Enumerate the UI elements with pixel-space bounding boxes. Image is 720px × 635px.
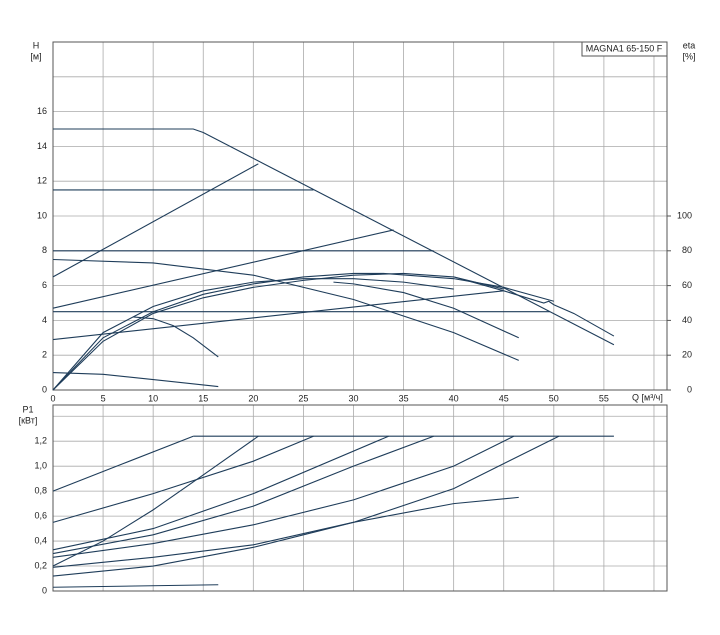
- y-label: P1: [22, 404, 33, 414]
- y-tick-label: 16: [37, 106, 47, 116]
- y-tick-label: 0,4: [34, 535, 47, 545]
- curve: [52, 435, 259, 567]
- curve: [52, 372, 219, 388]
- x-tick-label: 35: [399, 393, 409, 403]
- x-label: Q [м³/ч]: [632, 392, 663, 402]
- y-tick-label: 0: [42, 384, 47, 394]
- curve: [52, 163, 259, 278]
- y2-label: eta: [683, 40, 696, 50]
- y2-tick-label: 40: [682, 315, 692, 325]
- y-tick-label: 10: [37, 210, 47, 220]
- y2-tick-label: 100: [677, 210, 692, 220]
- x-tick-label: 50: [549, 393, 559, 403]
- curve: [52, 435, 434, 555]
- curve: [52, 272, 504, 391]
- y-tick-label: 12: [37, 176, 47, 186]
- curve: [52, 435, 560, 568]
- y-tick-label: 0,8: [34, 486, 47, 496]
- curve: [52, 229, 394, 309]
- y-label: H: [33, 40, 40, 50]
- curve: [53, 128, 615, 346]
- curve: [333, 281, 519, 339]
- x-tick-label: 45: [499, 393, 509, 403]
- y-tick-label: 6: [42, 280, 47, 290]
- x-tick-label: 25: [298, 393, 308, 403]
- curve: [52, 435, 194, 492]
- curve: [52, 278, 454, 391]
- y2-tick-label: 0: [687, 384, 692, 394]
- x-tick-label: 15: [198, 393, 208, 403]
- x-tick-label: 30: [348, 393, 358, 403]
- curve: [133, 316, 219, 358]
- x-tick-label: 20: [248, 393, 258, 403]
- curve: [52, 272, 554, 391]
- curve: [52, 435, 389, 551]
- x-tick-label: 10: [148, 393, 158, 403]
- y-unit: [м]: [30, 51, 41, 61]
- y-tick-label: 0,2: [34, 560, 47, 570]
- curve: [52, 496, 519, 577]
- y-tick-label: 4: [42, 315, 47, 325]
- y-tick-label: 0,6: [34, 510, 47, 520]
- x-tick-label: 40: [449, 393, 459, 403]
- y2-tick-label: 80: [682, 245, 692, 255]
- curve: [52, 435, 314, 523]
- y2-unit: [%]: [682, 51, 695, 61]
- y-tick-label: 14: [37, 141, 47, 151]
- curve: [52, 584, 219, 588]
- x-tick-label: 55: [599, 393, 609, 403]
- x-tick-label: 0: [50, 393, 55, 403]
- curve: [52, 435, 514, 558]
- y-tick-label: 1,0: [34, 461, 47, 471]
- y-tick-label: 8: [42, 245, 47, 255]
- plot-frame: [52, 404, 668, 592]
- y2-tick-label: 60: [682, 280, 692, 290]
- y-tick-label: 1,2: [34, 436, 47, 446]
- y2-tick-label: 20: [682, 350, 692, 360]
- curve: [52, 290, 504, 341]
- y-tick-label: 0: [42, 585, 47, 595]
- title-box: [581, 41, 668, 57]
- y-tick-label: 2: [42, 350, 47, 360]
- x-tick-label: 5: [101, 393, 106, 403]
- curve: [52, 258, 519, 361]
- y-unit: [кВт]: [19, 415, 38, 425]
- chart-title: MAGNA1 65-150 F: [586, 43, 663, 53]
